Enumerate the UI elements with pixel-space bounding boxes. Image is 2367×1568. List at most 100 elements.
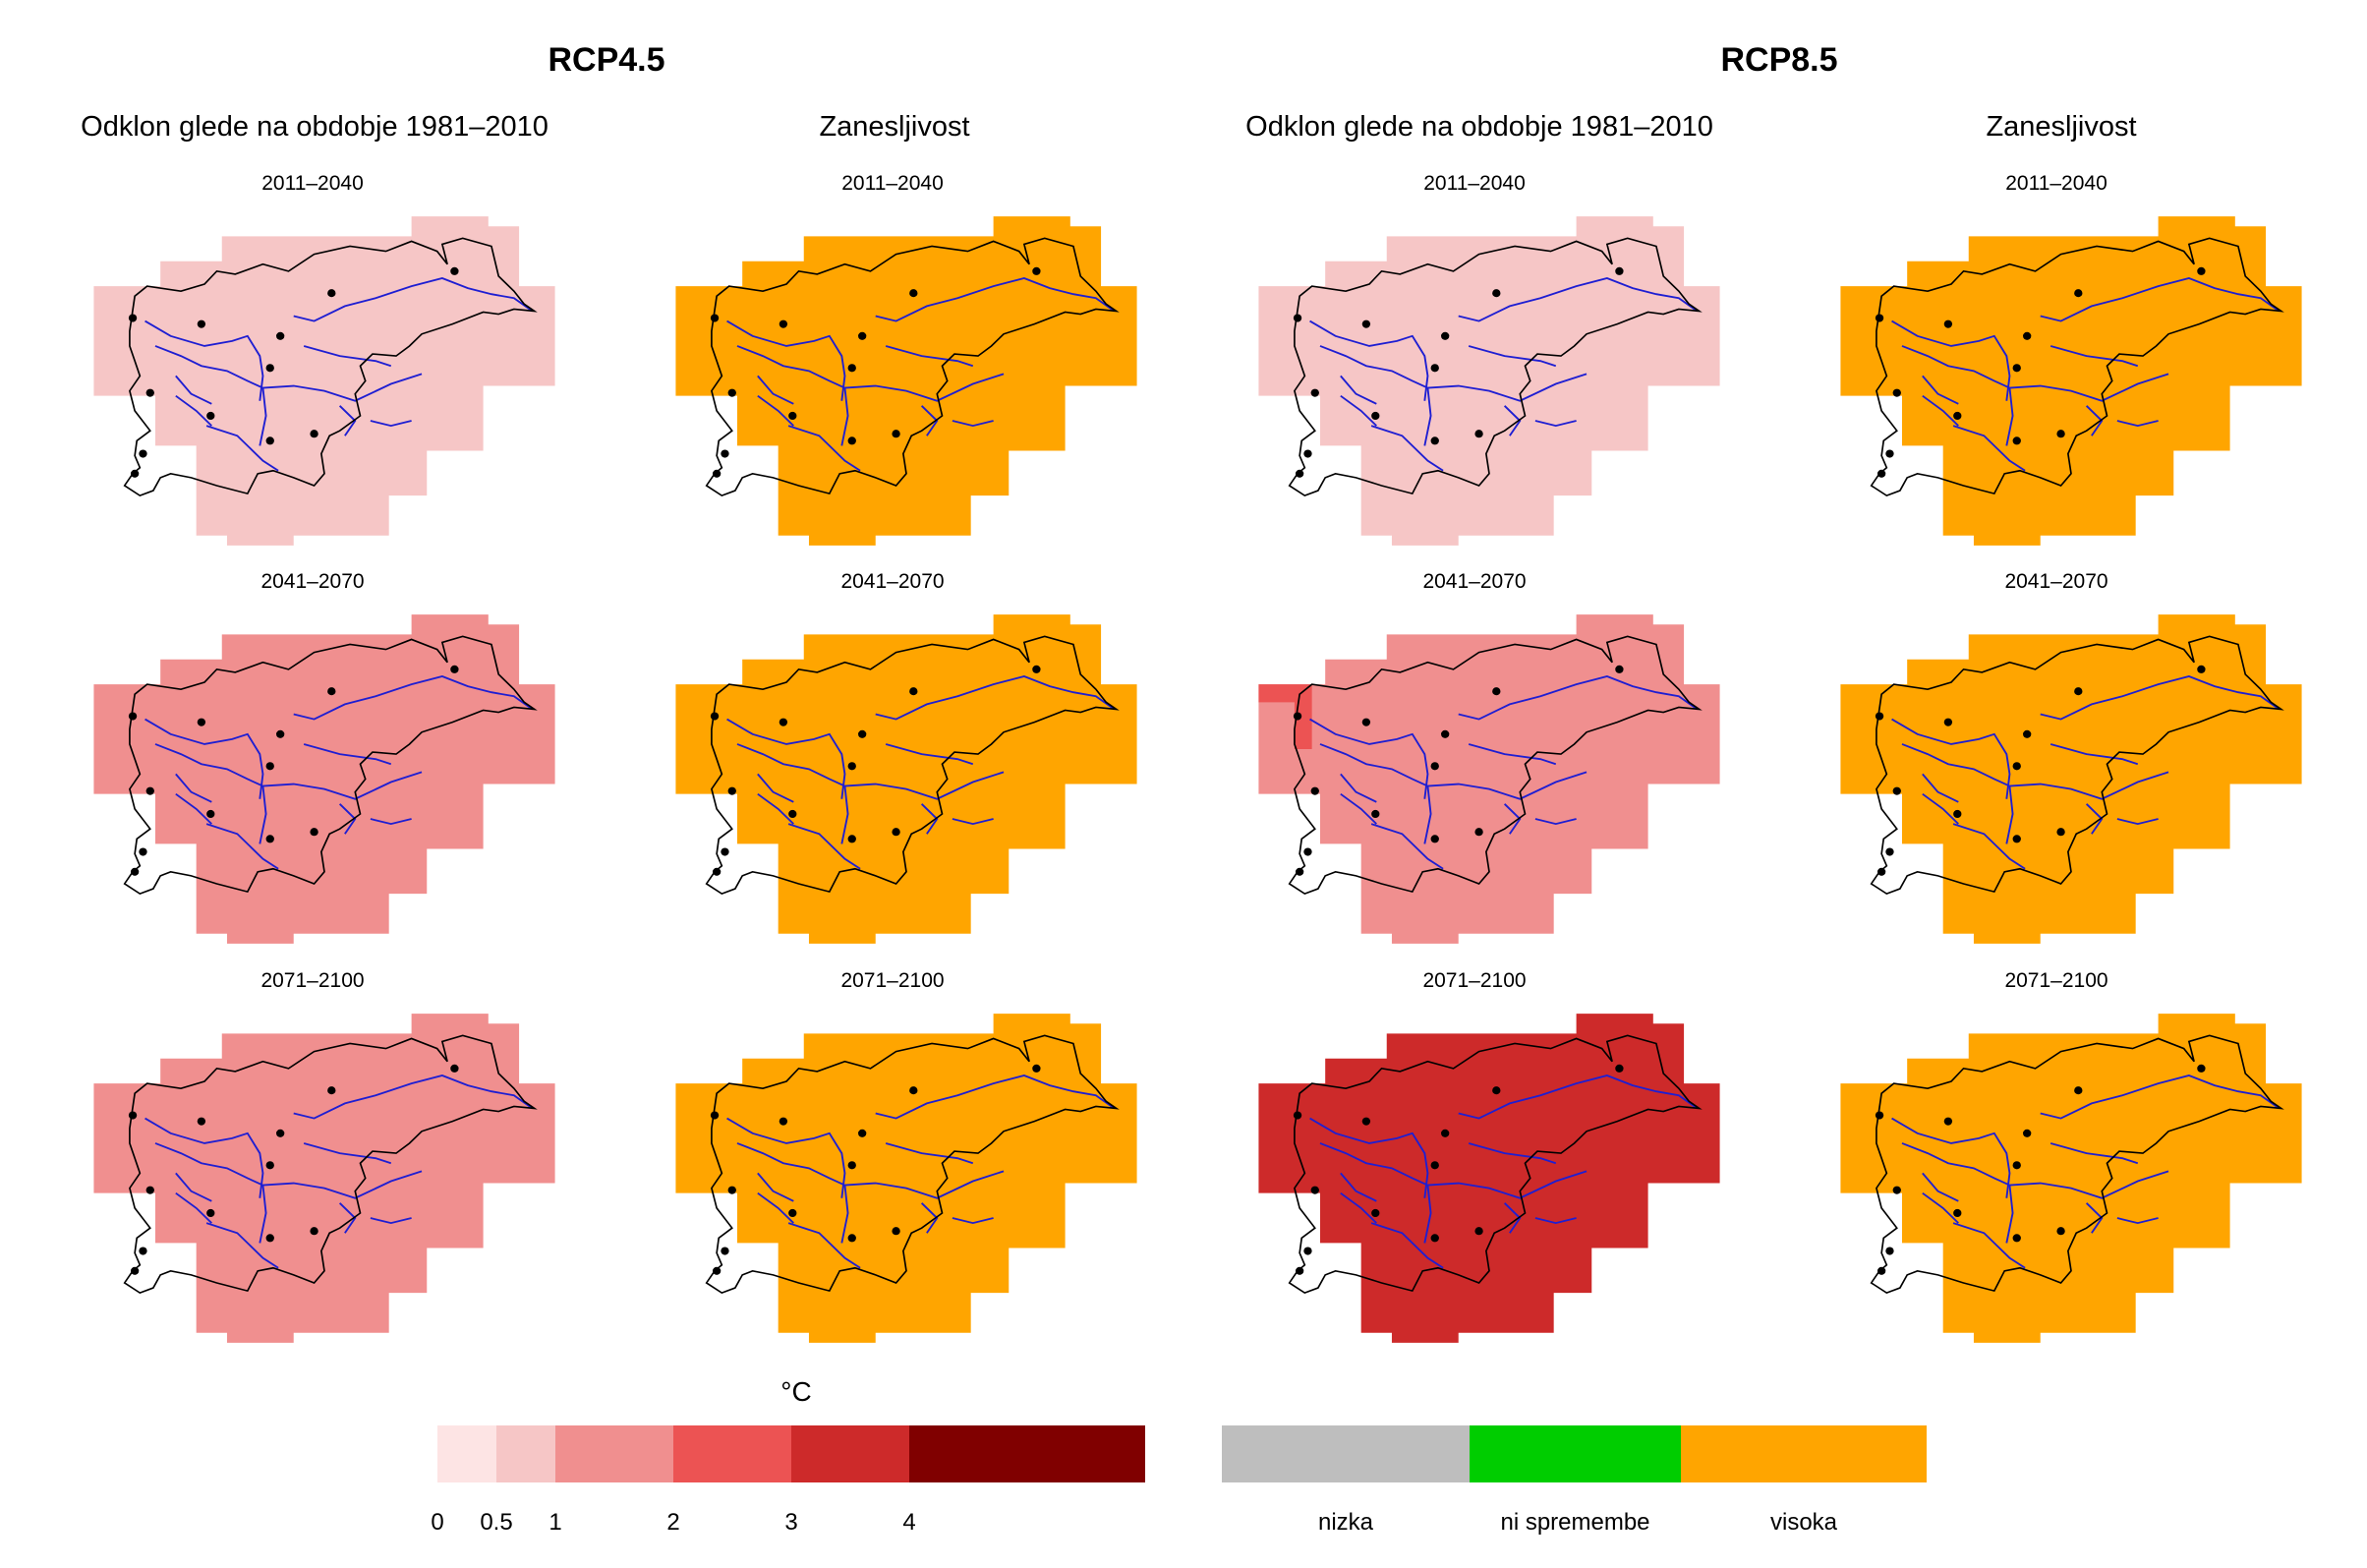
river-line xyxy=(1922,1191,1959,1224)
station-dot xyxy=(892,430,900,438)
station-dot xyxy=(1295,1266,1304,1275)
river-line xyxy=(875,277,1116,322)
river-line xyxy=(1370,425,1444,472)
station-dot xyxy=(1492,687,1501,696)
station-dot xyxy=(197,319,206,328)
river-line xyxy=(1534,420,1577,428)
river-line xyxy=(175,792,212,825)
scenario-title-rcp85: RCP8.5 xyxy=(1720,41,1838,79)
station-dot xyxy=(779,319,788,328)
station-dot xyxy=(128,1111,138,1120)
station-dot xyxy=(2012,1234,2021,1243)
station-dot xyxy=(2023,729,2032,738)
map-rcp85-rel-1 xyxy=(1830,211,2312,555)
map-rcp45-dev-2 xyxy=(84,610,565,954)
station-dot xyxy=(1885,847,1894,856)
station-dot xyxy=(847,1161,856,1170)
map-rcp85-rel-2 xyxy=(1830,610,2312,954)
station-dot xyxy=(712,1266,722,1275)
temperature-bin-swatch xyxy=(673,1425,791,1482)
station-dot xyxy=(858,729,867,738)
river-line xyxy=(757,1172,794,1202)
river-line xyxy=(1922,1172,1959,1202)
station-dot xyxy=(128,712,138,721)
station-dot xyxy=(892,1227,900,1236)
station-dot xyxy=(1032,665,1041,673)
river-line xyxy=(175,773,212,803)
station-dot xyxy=(450,1064,459,1073)
reliability-category-label: nizka xyxy=(1317,1509,1374,1536)
station-dot xyxy=(2012,436,2021,445)
station-dot xyxy=(145,786,154,795)
station-dot xyxy=(1441,331,1450,340)
river-line xyxy=(1534,1217,1577,1225)
temperature-tick-label: 1 xyxy=(548,1509,562,1536)
station-dot xyxy=(265,436,274,445)
river-line xyxy=(293,675,534,721)
river-line xyxy=(1370,1222,1444,1269)
station-dot xyxy=(2197,1064,2206,1073)
station-dot xyxy=(847,364,856,373)
river-line xyxy=(370,818,412,826)
temperature-color-bar xyxy=(437,1425,1145,1482)
station-dot xyxy=(1892,786,1901,795)
river-line xyxy=(2116,818,2159,826)
grid-fill xyxy=(1258,1014,1720,1343)
river-line xyxy=(875,675,1116,721)
period-label: 2041–2070 xyxy=(260,570,365,593)
river-line xyxy=(1503,803,1522,835)
river-line xyxy=(338,803,357,835)
station-dot xyxy=(139,1247,147,1255)
station-dot xyxy=(727,1186,736,1194)
station-dot xyxy=(727,388,736,397)
river-line xyxy=(175,1172,212,1202)
map-rcp85-dev-3 xyxy=(1248,1009,1730,1353)
river-line xyxy=(1952,425,2026,472)
river-line xyxy=(787,425,861,472)
grid-fill xyxy=(1258,216,1720,546)
station-dot xyxy=(710,712,720,721)
grid-fill xyxy=(93,614,555,944)
station-dot xyxy=(1303,1247,1312,1255)
reliability-swatch-visoka xyxy=(1681,1425,1927,1482)
station-dot xyxy=(139,847,147,856)
river-line xyxy=(920,803,939,835)
river-line xyxy=(1458,277,1699,322)
station-dot xyxy=(1492,1086,1501,1095)
station-dot xyxy=(788,1208,797,1218)
river-line xyxy=(1309,1117,1429,1198)
river-line xyxy=(952,1217,994,1225)
station-dot xyxy=(450,665,459,673)
river-line xyxy=(370,1217,412,1225)
period-label: 2011–2040 xyxy=(841,172,944,195)
river-line xyxy=(885,743,974,766)
station-dot xyxy=(130,867,140,876)
river-line xyxy=(1468,1142,1557,1165)
temperature-bin-swatch xyxy=(437,1425,496,1482)
station-dot xyxy=(139,449,147,458)
station-dot xyxy=(1430,436,1439,445)
river-line xyxy=(757,773,794,803)
station-dot xyxy=(2074,687,2083,696)
river-line xyxy=(175,375,212,405)
station-dot xyxy=(2056,1227,2065,1236)
station-dot xyxy=(206,411,215,421)
river-line xyxy=(920,405,939,436)
period-label: 2041–2070 xyxy=(1422,570,1527,593)
river-line xyxy=(787,823,861,870)
map-rcp85-dev-2 xyxy=(1248,610,1730,954)
river-line xyxy=(1319,345,1588,402)
station-dot xyxy=(1885,449,1894,458)
river-line xyxy=(2049,743,2139,766)
river-line xyxy=(154,1142,423,1199)
river-line xyxy=(1503,1202,1522,1234)
scenario-title-rcp45: RCP4.5 xyxy=(548,41,665,79)
river-line xyxy=(726,319,846,401)
river-line xyxy=(736,1142,1005,1199)
station-dot xyxy=(1430,762,1439,771)
river-line xyxy=(1922,375,1959,405)
river-line xyxy=(2085,405,2104,436)
temperature-bin-swatch xyxy=(496,1425,555,1482)
period-label: 2011–2040 xyxy=(2005,172,2107,195)
river-line xyxy=(2085,1202,2104,1234)
